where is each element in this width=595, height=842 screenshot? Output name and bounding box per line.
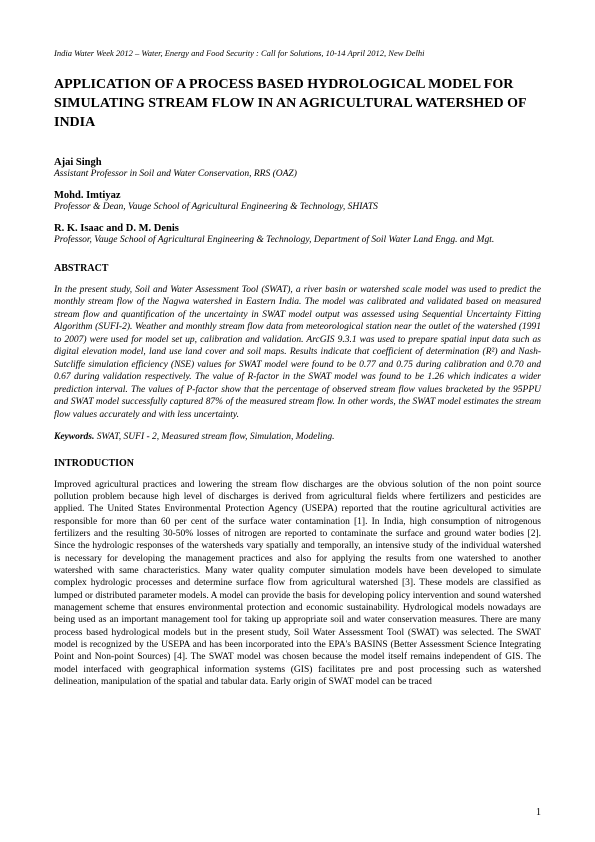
author-block-1: Ajai Singh Assistant Professor in Soil a… — [54, 157, 541, 180]
keywords-line: Keywords. SWAT, SUFI - 2, Measured strea… — [54, 432, 541, 442]
page-number: 1 — [536, 807, 541, 818]
author-name: Ajai Singh — [54, 157, 541, 168]
author-affiliation: Professor, Vauge School of Agricultural … — [54, 234, 541, 246]
author-block-3: R. K. Isaac and D. M. Denis Professor, V… — [54, 223, 541, 246]
keywords-label: Keywords. — [54, 432, 94, 442]
author-affiliation: Professor & Dean, Vauge School of Agricu… — [54, 201, 541, 213]
paper-title: APPLICATION OF A PROCESS BASED HYDROLOGI… — [54, 76, 541, 133]
introduction-heading: INTRODUCTION — [54, 458, 541, 469]
author-affiliation: Assistant Professor in Soil and Water Co… — [54, 168, 541, 180]
abstract-heading: ABSTRACT — [54, 263, 541, 274]
author-name: Mohd. Imtiyaz — [54, 190, 541, 201]
introduction-body: Improved agricultural practices and lowe… — [54, 479, 541, 689]
author-block-2: Mohd. Imtiyaz Professor & Dean, Vauge Sc… — [54, 190, 541, 213]
conference-header: India Water Week 2012 – Water, Energy an… — [54, 48, 541, 58]
abstract-text: In the present study, Soil and Water Ass… — [54, 284, 541, 422]
keywords-values: SWAT, SUFI - 2, Measured stream flow, Si… — [94, 432, 334, 442]
author-name: R. K. Isaac and D. M. Denis — [54, 223, 541, 234]
